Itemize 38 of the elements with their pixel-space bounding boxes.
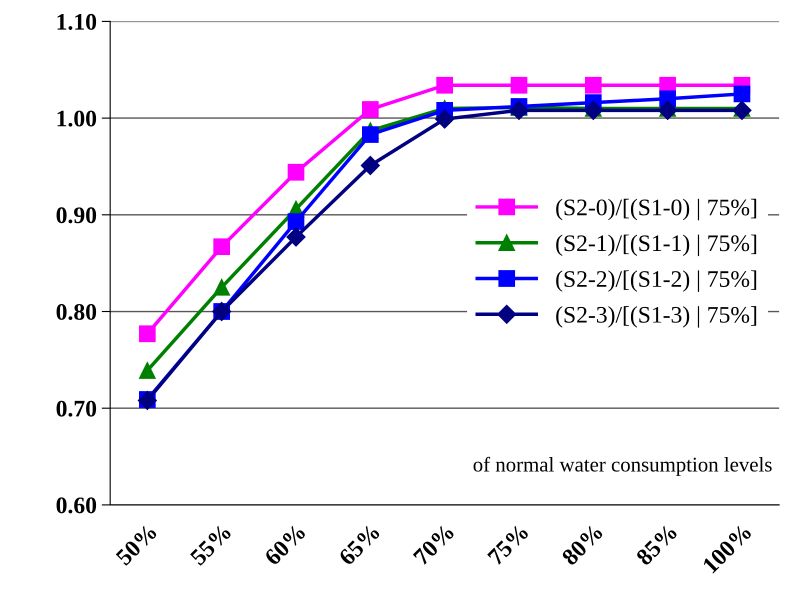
legend-label: (S2-2)/[(S1-2) | 75%] — [556, 270, 756, 292]
point — [139, 325, 156, 342]
x-tick-label: 85% — [635, 524, 678, 566]
point — [288, 164, 304, 181]
point — [213, 279, 230, 296]
point — [362, 126, 379, 143]
y-tick-label: 1.10 — [58, 14, 96, 30]
point — [362, 101, 379, 118]
point — [732, 100, 752, 120]
point — [658, 100, 678, 120]
x-tick-label: 65% — [338, 524, 381, 566]
legend-label: (S2-3)/[(S1-3) | 75%] — [556, 306, 756, 328]
y-tick-label: 0.80 — [56, 304, 96, 320]
x-tick-label: 60% — [264, 524, 306, 566]
point — [286, 228, 306, 247]
legend-label: (S2-0)/[(S1-0) | 75%] — [556, 198, 756, 220]
legend-label: (S2-1)/[(S1-1) | 75%] — [556, 234, 756, 256]
y-tick-label: 0.60 — [56, 497, 96, 514]
y-tick-label: 0.90 — [56, 207, 96, 224]
point — [509, 100, 529, 120]
point — [360, 156, 380, 176]
x-tick-label: 80% — [560, 524, 604, 566]
annotation: of normal water consumption levels — [474, 456, 772, 476]
point — [584, 100, 603, 120]
point — [734, 86, 750, 102]
point — [436, 76, 453, 94]
point — [584, 76, 602, 94]
point — [139, 362, 156, 379]
y-tick-label: 0.70 — [56, 400, 96, 417]
point — [213, 238, 230, 256]
y-tick-label: 1.00 — [58, 110, 96, 127]
x-tick-label: 70% — [412, 524, 455, 566]
point — [435, 110, 454, 129]
x-tick-label: 50% — [115, 524, 158, 566]
x-tick-label: 55% — [189, 524, 232, 566]
point — [288, 213, 304, 230]
x-tick-label: 75% — [487, 524, 530, 566]
point — [510, 76, 528, 94]
